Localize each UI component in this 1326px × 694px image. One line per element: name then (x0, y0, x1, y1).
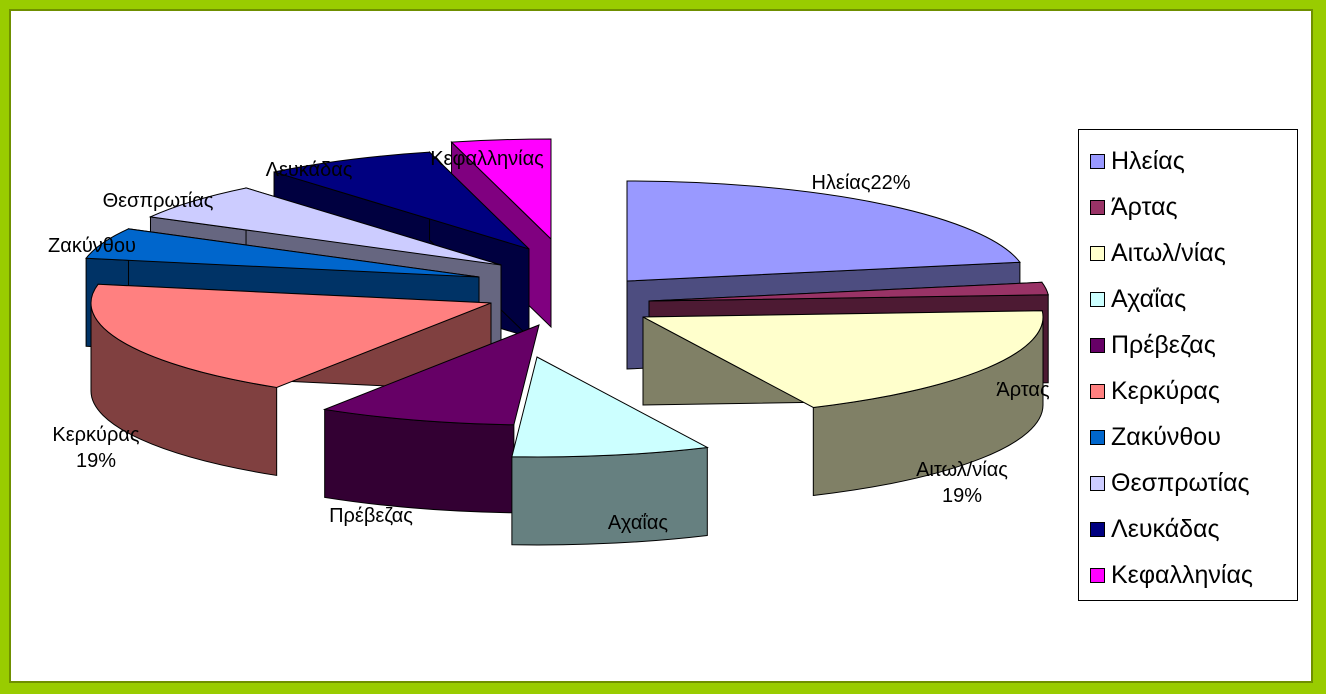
pie-slice-6 (90, 283, 492, 388)
legend-swatch-4 (1090, 291, 1105, 307)
pie-slice-10 (450, 138, 552, 241)
legend-item-1: Ηλείας (1079, 138, 1297, 184)
slice-label-2: Άρτας (996, 379, 1050, 401)
legend-label-3: Αιτωλ/νίας (1111, 238, 1226, 267)
slice-label-10: Κεφαλληνίας (430, 148, 544, 170)
legend-label-7: Ζακύνθου (1111, 422, 1221, 451)
pie-chart: Ηλείας22% Άρτας Αιτωλ/νίας 19% Αχαΐας Πρέβεζα… (48, 138, 1050, 546)
pie-slice-5 (322, 324, 540, 426)
legend-swatch-5 (1090, 337, 1105, 353)
legend-item-6: Κερκύρας (1079, 368, 1297, 414)
legend-item-2: Άρτας (1079, 184, 1297, 230)
legend-swatch-3 (1090, 245, 1105, 261)
legend-swatch-8 (1090, 475, 1105, 491)
pie-slice-4 (511, 356, 709, 458)
slice-label-4: Αχαΐας (608, 512, 669, 534)
legend-swatch-6 (1090, 383, 1105, 399)
legend-label-1: Ηλείας (1111, 146, 1185, 175)
legend-swatch-2 (1090, 199, 1105, 215)
legend-item-10: Κεφαλληνίας (1079, 552, 1297, 598)
legend-item-9: Λευκάδας (1079, 506, 1297, 552)
slice-label-1: Ηλείας22% (811, 172, 910, 194)
legend-label-5: Πρέβεζας (1111, 330, 1216, 359)
pie-slice-8 (148, 187, 502, 266)
legend-item-3: Αιτωλ/νίας (1079, 230, 1297, 276)
legend-label-6: Κερκύρας (1111, 376, 1220, 405)
slice-label-5: Πρέβεζας (329, 505, 413, 527)
pie-slice-7 (85, 228, 480, 278)
pie-tops (85, 138, 1049, 458)
pie-slice-2 (648, 281, 1049, 302)
slice-label-3: Αιτωλ/νίας 19% (916, 459, 1008, 507)
legend-item-4: Αχαΐας (1079, 276, 1297, 322)
slice-label-8: Θεσπρωτίας (103, 190, 214, 212)
legend-swatch-9 (1090, 521, 1105, 537)
legend-item-5: Πρέβεζας (1079, 322, 1297, 368)
pie-side-5-1 (324, 408, 515, 514)
legend: Ηλείας Άρτας Αιτωλ/νίας Αχαΐας Πρέβεζας Κερκύ… (1078, 129, 1298, 601)
legend-label-9: Λευκάδας (1111, 514, 1220, 543)
legend-label-2: Άρτας (1111, 192, 1178, 221)
pie-slice-1 (626, 180, 1021, 282)
slice-labels: Ηλείας22% Άρτας Αιτωλ/νίας 19% Αχαΐας Πρέβεζα… (48, 148, 1050, 534)
legend-item-8: Θεσπρωτίας (1079, 460, 1297, 506)
legend-label-8: Θεσπρωτίας (1111, 468, 1250, 497)
legend-label-10: Κεφαλληνίας (1111, 560, 1253, 589)
legend-item-7: Ζακύνθου (1079, 414, 1297, 460)
legend-swatch-1 (1090, 153, 1105, 169)
legend-swatch-7 (1090, 429, 1105, 445)
pie-slice-9 (273, 151, 530, 250)
legend-swatch-10 (1090, 567, 1105, 583)
chart-frame: Ηλείας22% Άρτας Αιτωλ/νίας 19% Αχαΐας Πρέβεζα… (9, 9, 1313, 683)
slice-label-9: Λευκάδας (266, 159, 353, 181)
pie-slice-3 (642, 310, 1044, 408)
slice-label-6: Κερκύρας 19% (52, 424, 140, 472)
slice-label-7: Ζακύνθου (48, 235, 136, 257)
legend-label-4: Αχαΐας (1111, 284, 1187, 313)
